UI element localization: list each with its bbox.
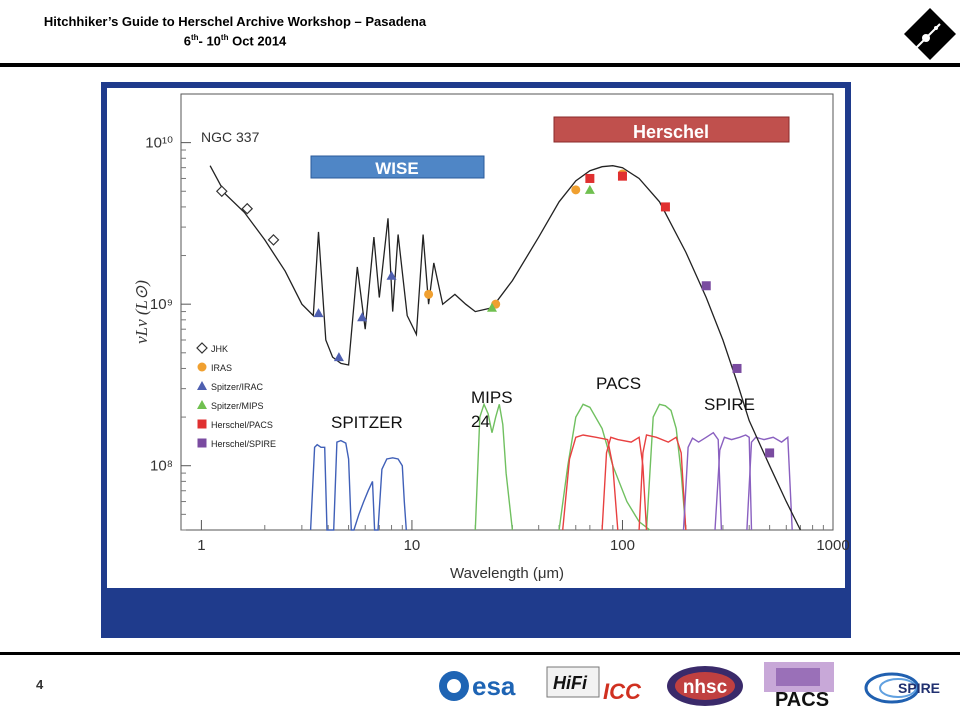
- footer-divider: [0, 652, 960, 655]
- legend-label: Spitzer/IRAC: [211, 382, 264, 392]
- legend-marker: [197, 419, 207, 429]
- herschel-mission-logo-icon: [904, 8, 956, 60]
- data-point-herschel-pacs: [617, 171, 627, 181]
- spire-label: SPIRE: [704, 395, 755, 414]
- hifi-icc-logo-icon: HiFi ICC: [546, 666, 642, 704]
- data-point-spitzer-irac: [333, 352, 344, 362]
- sed-model-curve: [209, 165, 801, 531]
- herschel-label: Herschel: [633, 122, 709, 142]
- herschel-band-bar: [553, 116, 790, 143]
- nhsc-logo-icon: nhsc: [667, 666, 743, 706]
- esa-logo-text: esa: [472, 671, 516, 701]
- filter-curve-mips-24: [474, 402, 514, 531]
- data-point-jhk: [241, 202, 254, 215]
- legend-label: IRAS: [211, 363, 232, 373]
- data-point-spitzer-mips: [584, 184, 595, 194]
- spire-logo: SPIRE: [862, 668, 952, 708]
- legend-label: Herschel/PACS: [211, 420, 273, 430]
- data-point-jhk: [267, 234, 280, 246]
- hifi-logo-text: HiFi: [553, 673, 588, 693]
- data-point-spitzer-irac: [386, 270, 397, 280]
- legend-label: Herschel/SPIRE: [211, 439, 276, 449]
- wise-label: WISE: [375, 159, 418, 178]
- wise-band-bar: [310, 155, 485, 179]
- date-end: Oct 2014: [228, 33, 287, 49]
- data-point-herschel-spire: [732, 363, 742, 373]
- icc-logo-text: ICC: [603, 679, 642, 704]
- data-point-iras: [424, 289, 434, 299]
- esa-logo: esa: [436, 668, 532, 704]
- object-label: NGC 337: [201, 129, 260, 145]
- header-divider: [0, 63, 960, 67]
- x-axis-label: Wavelength (μm): [450, 565, 564, 582]
- x-tick-label: 1: [197, 537, 205, 554]
- sed-chart: 1 10 100 1000 10⁸ 10⁹ 10¹⁰ WISE Herschel NGC 3…: [107, 88, 850, 588]
- pacs-logo-icon: PACS: [764, 662, 834, 711]
- page-number: 4: [36, 677, 44, 692]
- slide-date: 6th- 10th Oct 2014: [0, 30, 470, 49]
- data-point-herschel-spire: [765, 448, 775, 458]
- legend-label: Spitzer/MIPS: [211, 401, 264, 411]
- data-point-iras: [571, 185, 581, 195]
- filter-curve-pacs-160: [638, 434, 687, 531]
- spire-logo-text: SPIRE: [898, 680, 940, 696]
- filter-curve-mips-160: [645, 403, 687, 531]
- data-point-herschel-spire: [701, 281, 711, 291]
- mips-24-label: 24: [471, 412, 490, 431]
- legend-marker: [197, 400, 207, 409]
- y-tick-label: 10⁹: [150, 296, 173, 313]
- pacs-logo-text: PACS: [775, 689, 829, 711]
- spire-logo-icon: SPIRE: [864, 672, 940, 704]
- x-tick-label: 10: [404, 537, 421, 554]
- x-tick-label: 100: [610, 537, 635, 554]
- filter-curve-spire-500: [746, 435, 793, 531]
- legend-label: JHK: [211, 344, 228, 354]
- filter-curve-spire-350: [714, 434, 753, 531]
- filter-curve-pacs-70: [562, 434, 619, 531]
- legend-marker: [196, 342, 208, 354]
- date-sup1: th: [190, 33, 199, 42]
- date-day1: 6: [183, 33, 191, 49]
- nhsc-logo-text: nhsc: [683, 677, 728, 698]
- legend-marker: [197, 438, 207, 448]
- legend-marker: [197, 381, 207, 390]
- pacs-logo: PACS: [756, 658, 846, 712]
- date-mid: - 10: [198, 33, 221, 49]
- hifi-icc-logo: HiFi ICC: [545, 663, 647, 705]
- y-axis-label: νLν (L⊙): [132, 280, 151, 344]
- date-sup2: th: [220, 33, 229, 42]
- filter-curve-spire-250: [682, 431, 723, 531]
- slide-title: Hitchhiker’s Guide to Herschel Archive W…: [43, 14, 427, 29]
- y-tick-label: 10⁸: [150, 458, 173, 475]
- data-point-spitzer-irac: [357, 312, 368, 322]
- legend-marker: [197, 362, 207, 372]
- mips-label: MIPS: [471, 388, 513, 407]
- spitzer-label: SPITZER: [331, 413, 403, 432]
- data-point-herschel-pacs: [585, 173, 595, 183]
- nhsc-logo: nhsc: [665, 664, 745, 708]
- filter-curve-spitzer: [309, 439, 407, 531]
- x-tick-label: 1000: [816, 537, 849, 554]
- y-tick-label: 10¹⁰: [145, 135, 173, 152]
- filter-curve-mips-70: [558, 403, 651, 531]
- data-point-jhk: [215, 185, 228, 198]
- esa-logo-icon: esa: [439, 671, 516, 701]
- pacs-label: PACS: [596, 374, 641, 393]
- data-point-herschel-pacs: [660, 202, 670, 212]
- chart-panel: 1 10 100 1000 10⁸ 10⁹ 10¹⁰ WISE Herschel NGC 3…: [101, 82, 851, 701]
- data-point-spitzer-irac: [313, 308, 324, 318]
- data-point-spitzer-mips: [486, 302, 497, 312]
